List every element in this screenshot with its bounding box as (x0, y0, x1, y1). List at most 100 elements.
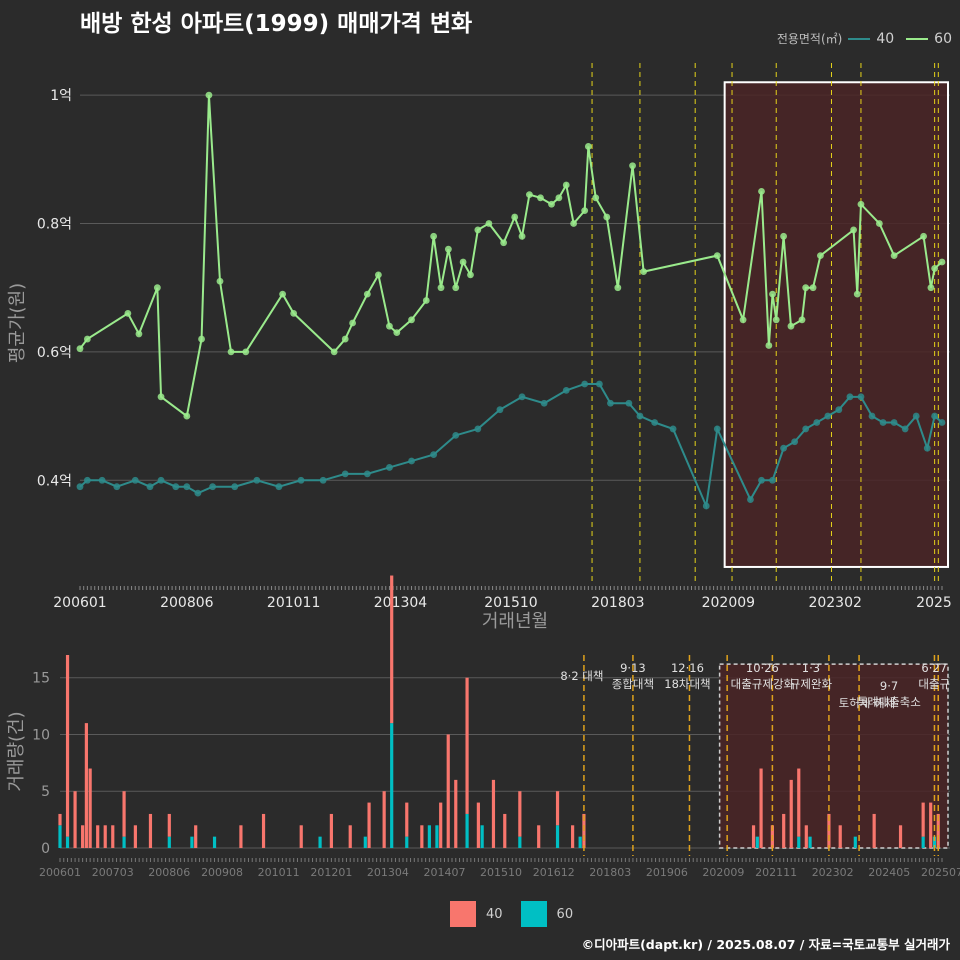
bar-40 (838, 825, 842, 848)
bar-legend-swatch-40 (450, 901, 476, 927)
data-point-40 (912, 412, 920, 420)
data-point-60 (393, 329, 401, 337)
bar-60 (755, 836, 759, 848)
bar-40 (390, 575, 394, 724)
data-point-60 (444, 245, 452, 253)
data-point-60 (853, 290, 861, 298)
series-line-60 (79, 95, 943, 418)
data-point-40 (518, 393, 526, 401)
data-point-40 (857, 393, 865, 401)
policy-annotation-label: 12·16 (671, 661, 704, 675)
data-point-40 (931, 412, 939, 420)
data-point-60 (227, 348, 235, 356)
policy-annotation-label: 종합대책 (612, 677, 654, 691)
price-y-tick-label: 0.4억 (37, 473, 72, 489)
data-point-60 (614, 284, 622, 292)
data-point-40 (791, 438, 799, 446)
data-point-60 (437, 284, 445, 292)
policy-annotation-label: 특례대출축소 (857, 695, 920, 709)
policy-annotation-label: 9·7 (880, 679, 898, 693)
data-point-60 (581, 207, 589, 215)
data-point-40 (868, 412, 876, 420)
bar-60 (578, 836, 582, 848)
bar-40 (797, 768, 801, 837)
data-point-40 (157, 476, 165, 484)
policy-annotation-label: 대출규 (918, 677, 950, 691)
data-point-40 (146, 483, 154, 491)
bar-40 (476, 802, 480, 848)
data-point-40 (98, 476, 106, 484)
data-point-60 (739, 316, 747, 324)
volume-x-tick-label: 201201 (310, 866, 352, 879)
data-point-40 (813, 419, 821, 426)
data-point-40 (581, 380, 589, 388)
data-point-40 (802, 425, 810, 433)
bar-40 (96, 825, 100, 848)
bar-40 (921, 802, 925, 837)
data-point-60 (242, 348, 250, 356)
data-point-40 (890, 419, 898, 426)
data-point-60 (570, 220, 578, 227)
policy-annotation-label: 8·2 대책 (560, 669, 603, 683)
bar-40 (103, 825, 107, 848)
data-point-60 (518, 232, 526, 240)
data-point-60 (629, 162, 636, 170)
data-point-60 (713, 252, 721, 259)
bar-40 (148, 813, 153, 848)
bar-40 (133, 825, 137, 848)
legend-label-60: 60 (934, 30, 952, 47)
data-point-40 (879, 419, 887, 426)
data-point-60 (555, 194, 563, 202)
bar-60 (122, 836, 126, 848)
data-point-60 (408, 316, 415, 324)
data-point-40 (76, 483, 84, 491)
data-point-60 (603, 213, 611, 221)
data-point-40 (824, 412, 832, 420)
data-point-60 (216, 277, 224, 285)
policy-annotation-label: 규제완화 (790, 677, 833, 691)
data-point-60 (430, 232, 438, 240)
data-point-60 (817, 252, 824, 259)
bar-40 (405, 802, 409, 837)
data-point-60 (640, 268, 648, 276)
data-point-60 (363, 290, 371, 298)
data-point-40 (319, 476, 327, 484)
bar-40 (58, 813, 62, 826)
data-point-60 (769, 290, 776, 298)
data-point-60 (787, 322, 795, 330)
bar-40 (454, 779, 458, 848)
data-point-60 (135, 330, 143, 338)
data-point-40 (562, 387, 570, 394)
volume-x-tick-label: 201304 (367, 866, 409, 879)
data-point-40 (172, 483, 180, 491)
data-point-60 (452, 284, 460, 292)
volume-x-tick-label: 201906 (646, 866, 688, 879)
bar-40 (518, 791, 522, 837)
bar-40 (73, 791, 77, 848)
data-point-40 (452, 431, 460, 439)
bar-40 (537, 825, 541, 848)
bar-40 (81, 825, 85, 848)
data-point-40 (669, 425, 677, 433)
data-point-40 (408, 457, 415, 465)
legend-swatch-60 (906, 37, 929, 40)
price-x-tick-label: 2025 (916, 595, 952, 611)
data-point-40 (625, 399, 633, 407)
data-point-40 (846, 393, 854, 401)
price-y-tick-label: 0.6억 (37, 345, 72, 361)
data-point-60 (548, 200, 555, 208)
bar-60 (518, 836, 522, 848)
data-point-40 (835, 406, 843, 414)
volume-legend: 40 60 (450, 901, 573, 927)
data-point-40 (131, 476, 139, 484)
bar-40 (122, 791, 126, 837)
data-point-60 (780, 232, 787, 240)
bar-40 (88, 768, 92, 848)
price-legend: 전용면적(㎡) 40 60 (777, 30, 952, 47)
price-x-tick-label: 201304 (374, 595, 428, 611)
bar-60 (808, 836, 812, 848)
bar-legend-label-40: 40 (486, 906, 503, 922)
volume-y-tick-label: 15 (32, 671, 50, 687)
bar-60 (853, 836, 857, 848)
data-point-40 (474, 425, 482, 433)
